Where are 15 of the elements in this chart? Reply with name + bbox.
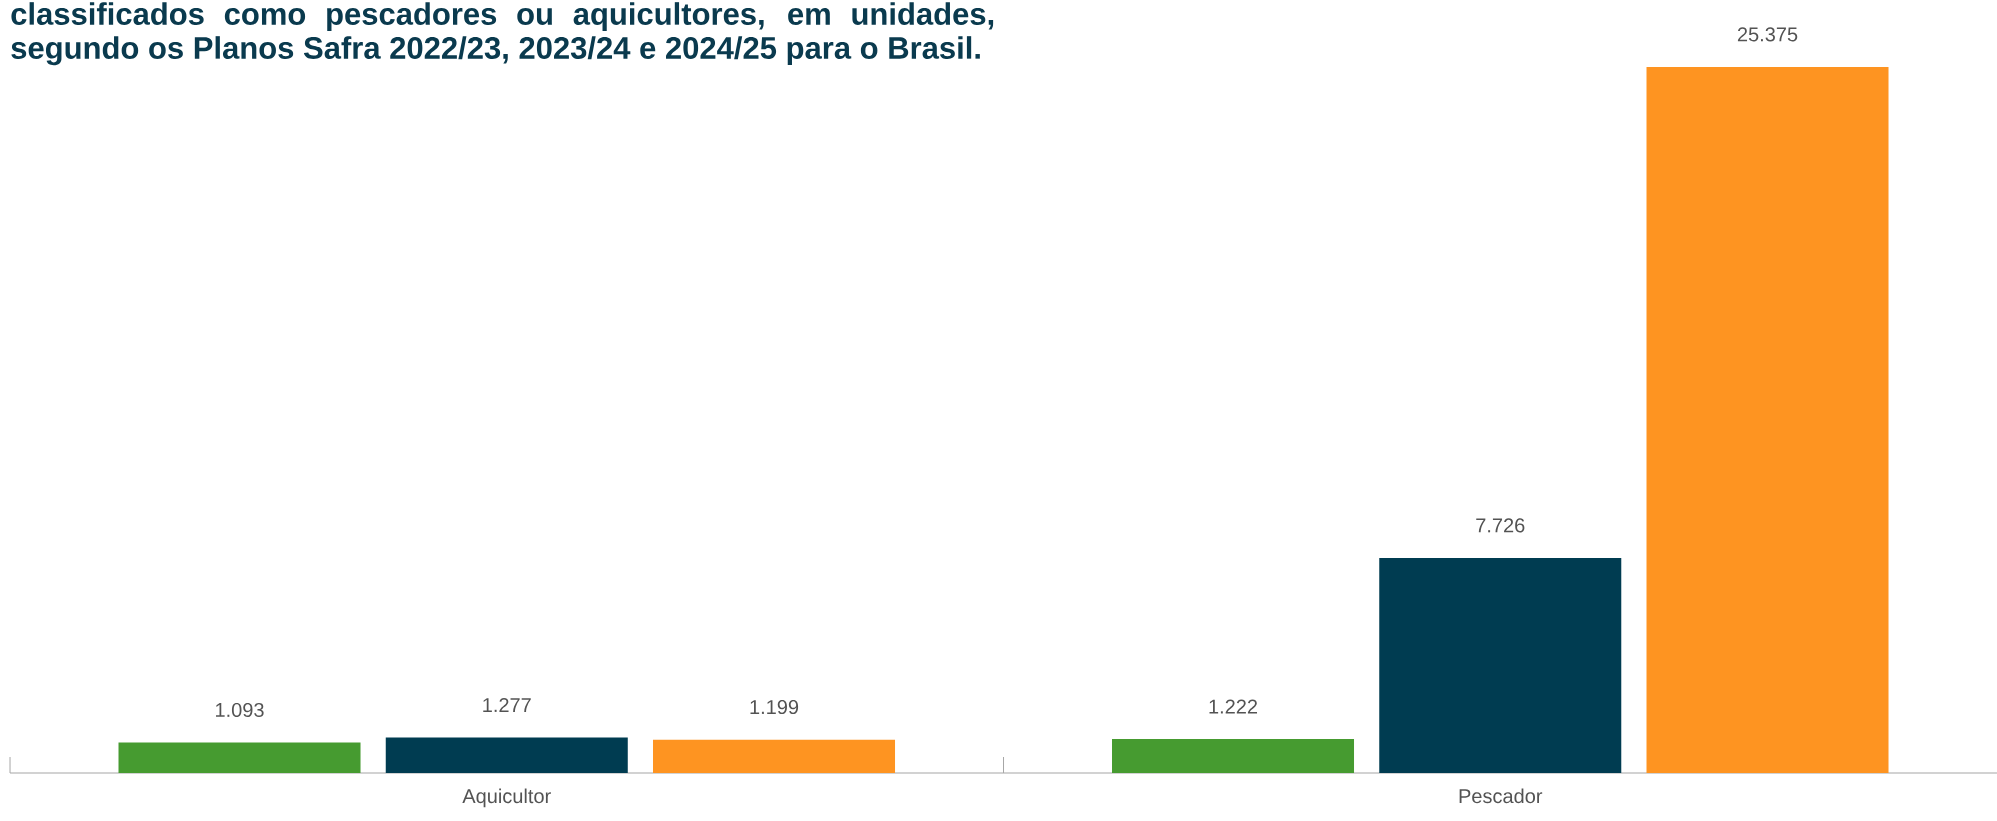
bar [118, 742, 361, 773]
data-label: 7.726 [1476, 518, 1525, 533]
data-label: 1.199 [750, 699, 799, 715]
x-tick-label: Pescador [1459, 788, 1543, 804]
bar [1379, 558, 1622, 773]
bar [1646, 66, 1889, 773]
bar [385, 737, 628, 773]
x-tick-label: Aquicultor [462, 788, 551, 808]
chart-title: classificados como pescadores ou aquicultores, em unidades, segundo os Planos Safra 2022/23, 2023/24 e 2024/25 para o Brasil. [11, 2, 994, 66]
bar [1112, 738, 1355, 773]
data-label: 1.277 [483, 697, 531, 712]
bar [653, 739, 896, 773]
data-label: 25.375 [1737, 27, 1798, 42]
data-label: 1.222 [1209, 699, 1258, 714]
data-label: 1.093 [216, 702, 264, 718]
